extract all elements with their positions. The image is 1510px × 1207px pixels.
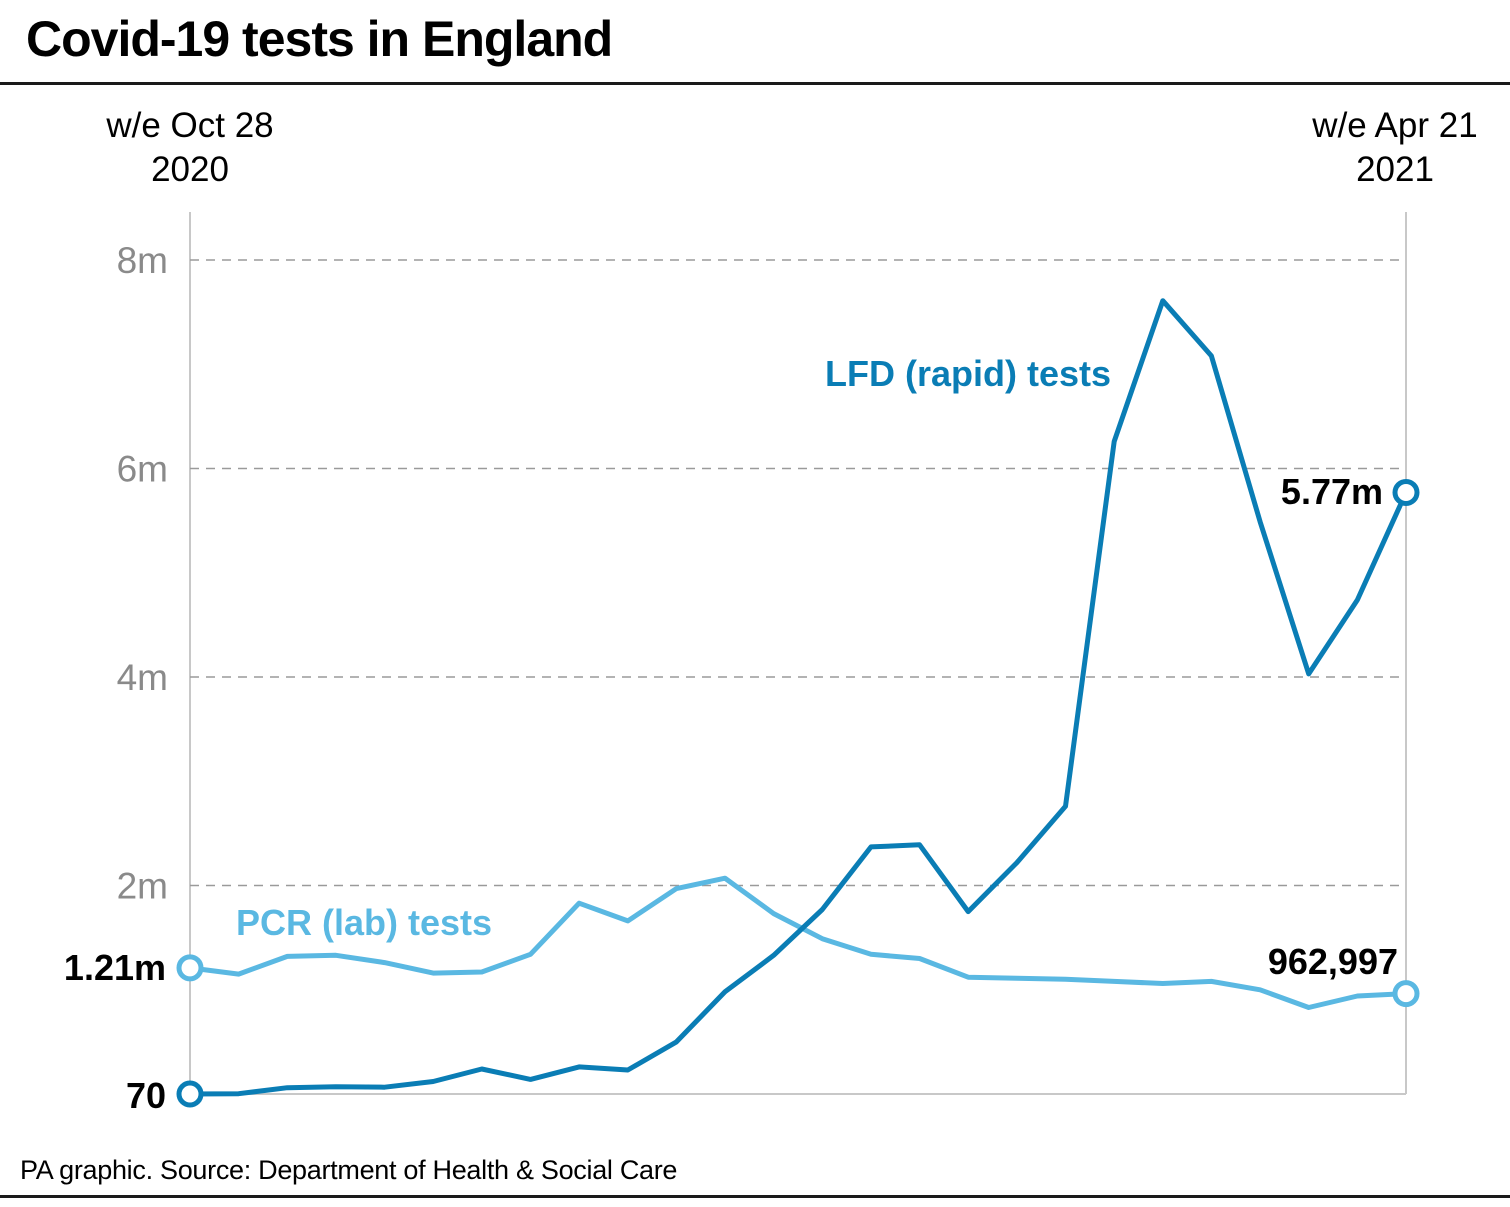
lfd-start-value-label: 70 bbox=[126, 1075, 166, 1116]
x-end-line1: w/e Apr 21 bbox=[1312, 106, 1478, 145]
pcr-end-value-label: 962,997 bbox=[1268, 941, 1398, 982]
pcr-start-value-label: 1.21m bbox=[64, 947, 166, 988]
bottom-rule bbox=[0, 1195, 1510, 1198]
y-tick-label: 4m bbox=[117, 657, 168, 698]
y-tick-label: 6m bbox=[117, 449, 168, 490]
lfd-start-marker bbox=[176, 1080, 204, 1108]
pcr-series-label: PCR (lab) tests bbox=[236, 902, 492, 943]
x-end-line2: 2021 bbox=[1356, 150, 1434, 189]
source-note: PA graphic. Source: Department of Health… bbox=[20, 1155, 678, 1185]
top-rule bbox=[0, 82, 1510, 85]
label-layer: LFD (rapid) tests PCR (lab) tests 70 1.21m 5… bbox=[64, 353, 1398, 1116]
x-start-line2: 2020 bbox=[151, 150, 229, 189]
x-axis-end-label: w/e Apr 21 2021 bbox=[1300, 104, 1490, 192]
pcr-end-marker bbox=[1392, 980, 1420, 1008]
lfd-end-marker bbox=[1392, 478, 1420, 506]
lfd-end-value-label: 5.77m bbox=[1281, 471, 1383, 512]
pcr-start-marker bbox=[176, 954, 204, 982]
pcr-series-line bbox=[187, 875, 1409, 1010]
x-axis-start-label: w/e Oct 28 2020 bbox=[90, 104, 290, 192]
x-start-line1: w/e Oct 28 bbox=[106, 106, 274, 145]
series-layer bbox=[176, 298, 1420, 1108]
lfd-series-line bbox=[187, 298, 1409, 1097]
chart-title: Covid-19 tests in England bbox=[26, 11, 613, 67]
y-tick-label: 2m bbox=[117, 866, 168, 907]
lfd-series-label: LFD (rapid) tests bbox=[825, 353, 1111, 394]
grid-layer: 2m 4m 6m 8m bbox=[117, 212, 1407, 1095]
y-tick-label: 8m bbox=[117, 240, 168, 281]
